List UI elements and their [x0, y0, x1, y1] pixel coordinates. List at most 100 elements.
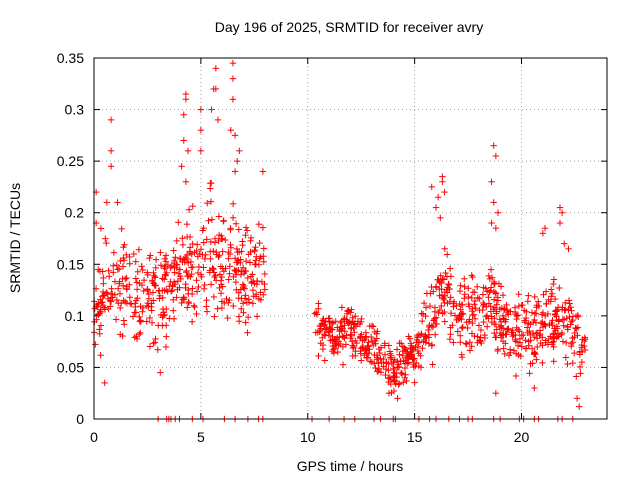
data-point [526, 370, 533, 377]
data-point [167, 278, 174, 285]
data-point [210, 247, 217, 255]
data-point [105, 267, 112, 274]
data-point [223, 295, 230, 303]
data-point [111, 291, 119, 298]
data-point [574, 324, 582, 331]
data-point [458, 310, 466, 317]
data-point [232, 220, 240, 227]
data-point [362, 329, 370, 336]
data-point [562, 299, 569, 307]
data-point [167, 264, 174, 272]
data-point [361, 347, 369, 354]
data-point [107, 298, 115, 305]
data-point [474, 283, 481, 290]
data-point [185, 206, 193, 213]
data-point [338, 304, 346, 311]
data-point [559, 316, 566, 324]
data-point [568, 342, 575, 350]
data-point [485, 272, 493, 280]
data-point [345, 320, 352, 327]
data-point [180, 137, 187, 144]
data-point [385, 378, 392, 386]
data-point [457, 282, 464, 289]
data-point [244, 329, 251, 336]
data-point [569, 359, 577, 367]
data-point [173, 294, 180, 301]
data-point [115, 265, 123, 273]
data-point [99, 298, 106, 306]
data-point [170, 247, 177, 254]
data-point [509, 332, 516, 340]
data-point [353, 339, 360, 347]
data-point [482, 313, 490, 321]
data-point [457, 339, 464, 346]
data-point [366, 346, 373, 353]
data-point [236, 147, 243, 155]
data-point [344, 307, 351, 315]
grid-lines [94, 58, 607, 419]
data-point [433, 320, 440, 328]
data-point [197, 147, 205, 155]
data-point [325, 314, 332, 322]
data-point [542, 322, 549, 330]
data-point [549, 331, 557, 338]
data-point [479, 291, 487, 298]
data-point [397, 369, 405, 377]
data-point [542, 337, 549, 344]
data-point [545, 296, 552, 303]
data-point [174, 277, 182, 285]
data-point [247, 237, 254, 245]
data-point [519, 301, 526, 309]
data-point [250, 293, 257, 300]
data-point [238, 295, 245, 302]
data-point [183, 220, 191, 228]
data-point [317, 323, 324, 330]
data-point [108, 285, 115, 292]
data-point [548, 319, 555, 327]
data-point [214, 305, 221, 312]
data-point [479, 306, 486, 314]
data-point [179, 258, 186, 266]
data-point [539, 342, 546, 349]
plot-frame [93, 57, 608, 420]
data-point [254, 277, 261, 285]
data-point [524, 298, 532, 305]
data-point [516, 328, 523, 335]
data-point [110, 269, 117, 276]
data-point [502, 340, 509, 347]
data-point [541, 224, 549, 232]
data-point [554, 332, 562, 340]
data-point [396, 351, 403, 358]
data-point [182, 178, 190, 185]
data-point [414, 347, 422, 355]
data-point [540, 321, 548, 328]
data-point [516, 339, 524, 346]
data-point [453, 302, 460, 310]
data-point [214, 116, 222, 124]
data-point [149, 278, 156, 286]
data-point [581, 346, 589, 354]
data-point [390, 359, 397, 366]
data-point [126, 260, 133, 267]
data-point [195, 283, 202, 291]
data-point [427, 290, 434, 297]
data-point [187, 258, 195, 266]
data-point [490, 199, 497, 206]
data-point [485, 294, 492, 301]
data-point [543, 300, 550, 308]
data-point [461, 275, 468, 282]
data-point [465, 293, 472, 301]
data-point [123, 251, 130, 259]
data-point [120, 243, 127, 251]
data-point [525, 342, 532, 349]
data-point [573, 325, 580, 332]
data-point [231, 255, 239, 262]
data-point [220, 268, 228, 275]
data-point [512, 336, 519, 344]
data-point [107, 163, 115, 170]
data-point [364, 354, 372, 361]
data-point [537, 320, 545, 327]
data-point [201, 255, 209, 263]
data-point [123, 285, 131, 292]
